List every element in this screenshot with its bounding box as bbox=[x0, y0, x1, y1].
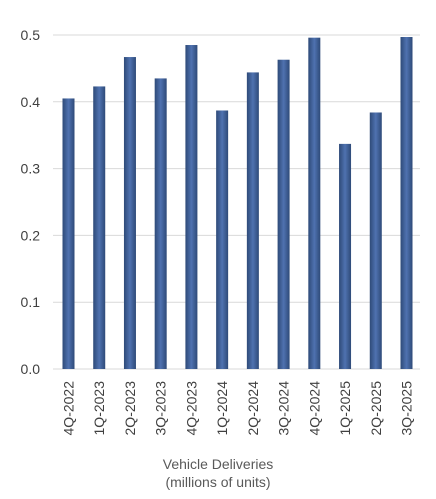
bar-4Q-2022 bbox=[62, 98, 75, 370]
bar-3Q-2023 bbox=[154, 78, 167, 370]
x-tick-label: 3Q-2023 bbox=[153, 381, 169, 436]
bar-2Q-2024 bbox=[246, 72, 259, 370]
x-axis-label-line-1: Vehicle Deliveries bbox=[162, 456, 274, 472]
y-tick-label: 0.5 bbox=[21, 27, 41, 43]
y-tick-label: 0.4 bbox=[21, 94, 41, 110]
y-tick-label: 0.1 bbox=[21, 294, 41, 310]
bar-3Q-2025 bbox=[400, 37, 413, 370]
x-tick-label: 2Q-2023 bbox=[122, 381, 138, 436]
x-tick-label: 3Q-2024 bbox=[276, 381, 292, 436]
bar-1Q-2023 bbox=[93, 86, 106, 369]
bars bbox=[62, 37, 413, 370]
y-tick-label: 0.3 bbox=[21, 161, 41, 177]
x-tick-label: 1Q-2023 bbox=[91, 381, 107, 436]
y-tick-label: 0.0 bbox=[21, 361, 41, 377]
y-axis-ticks: 0.0 0.1 0.2 0.3 0.4 0.5 bbox=[21, 27, 41, 377]
x-tick-label: 4Q-2022 bbox=[61, 381, 77, 436]
x-axis-ticks: 4Q-2022 1Q-2023 2Q-2023 3Q-2023 4Q-2023 1Q-20… bbox=[61, 381, 415, 436]
x-tick-label: 3Q-2025 bbox=[399, 381, 415, 436]
bar-2Q-2025 bbox=[369, 112, 382, 369]
x-tick-label: 4Q-2024 bbox=[306, 381, 322, 436]
x-tick-label: 2Q-2024 bbox=[245, 381, 261, 436]
x-axis-label-line-2: (millions of units) bbox=[165, 474, 271, 490]
x-tick-label: 2Q-2025 bbox=[368, 381, 384, 436]
x-tick-label: 4Q-2023 bbox=[183, 381, 199, 436]
bar-1Q-2025 bbox=[339, 143, 352, 369]
bar-4Q-2024 bbox=[308, 37, 321, 370]
gridlines bbox=[53, 34, 420, 370]
y-tick-label: 0.2 bbox=[21, 227, 41, 243]
bar-2Q-2023 bbox=[123, 57, 136, 369]
bar-3Q-2024 bbox=[277, 59, 290, 369]
bar-4Q-2023 bbox=[185, 45, 198, 370]
x-tick-label: 1Q-2025 bbox=[337, 381, 353, 436]
x-tick-label: 1Q-2024 bbox=[214, 381, 230, 436]
bar-1Q-2024 bbox=[216, 110, 229, 369]
